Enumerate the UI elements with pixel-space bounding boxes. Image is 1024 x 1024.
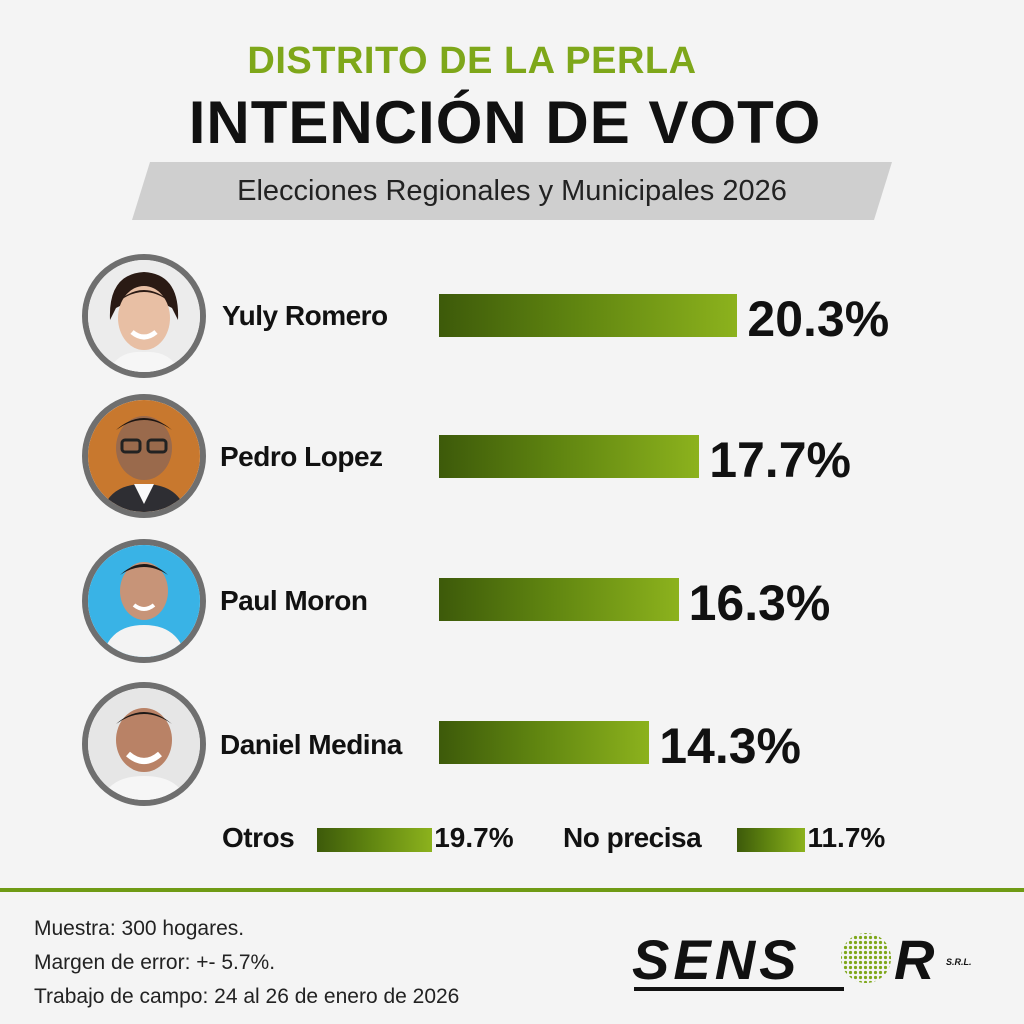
bar-otros <box>317 828 433 852</box>
sensor-logo-icon: SENS R S.R.L. <box>632 928 972 991</box>
svg-text:S.R.L.: S.R.L. <box>946 957 972 967</box>
avatar-yuly-romero <box>82 254 206 378</box>
subtitle-ribbon: Elecciones Regionales y Municipales 2026 <box>132 162 892 220</box>
candidate-name: Daniel Medina <box>220 729 402 760</box>
svg-text:R: R <box>894 928 935 991</box>
candidate-name: Yuly Romero <box>222 300 388 331</box>
category-otros: Otros <box>222 822 295 853</box>
value-label: 20.3% <box>747 291 890 347</box>
candidate-name: Pedro Lopez <box>220 441 383 472</box>
value-label: 11.7% <box>807 822 886 853</box>
value-label: 17.7% <box>709 432 851 488</box>
svg-text:SENS: SENS <box>632 928 801 991</box>
category-no-precisa: No precisa <box>563 822 702 853</box>
bar-pedro-lopez <box>439 435 700 478</box>
value-label: 19.7% <box>434 822 514 853</box>
subtitle: Elecciones Regionales y Municipales 2026 <box>237 175 787 207</box>
bar-yuly-romero <box>439 294 738 337</box>
candidate-name: Paul Moron <box>220 585 368 616</box>
value-label: 16.3% <box>688 575 831 631</box>
bar-paul-moron <box>439 578 679 621</box>
bar-no-precisa <box>737 828 806 852</box>
avatar-daniel-medina <box>82 682 206 806</box>
value-label: 14.3% <box>659 718 801 774</box>
district-title: DISTRITO DE LA PERLA <box>247 40 697 82</box>
sample-note: Muestra: 300 hogares. <box>34 917 245 940</box>
margin-note: Margen de error: +- 5.7%. <box>34 951 276 974</box>
bar-daniel-medina <box>439 721 650 764</box>
footer-divider <box>0 888 1024 892</box>
fieldwork-note: Trabajo de campo: 24 al 26 de enero de 2… <box>34 985 460 1008</box>
page-title: INTENCIÓN DE VOTO <box>188 89 822 156</box>
avatar-paul-moron <box>82 539 206 663</box>
avatar-pedro-lopez <box>82 394 206 518</box>
sensor-logo: SENS R S.R.L. <box>628 925 978 1000</box>
